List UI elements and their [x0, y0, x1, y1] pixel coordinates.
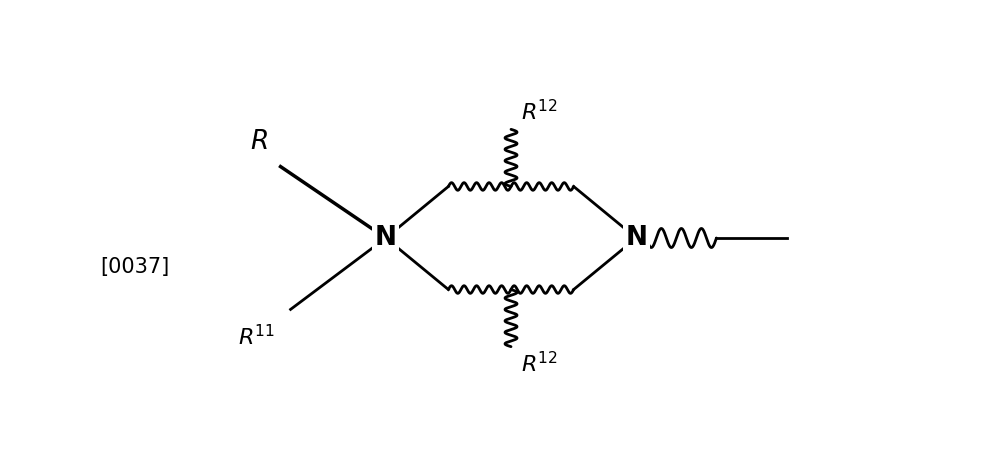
- Text: R: R: [250, 129, 269, 155]
- Text: $R^{12}$: $R^{12}$: [521, 99, 558, 125]
- Text: [0037]: [0037]: [100, 257, 170, 277]
- Text: N: N: [625, 225, 647, 251]
- Text: $R^{11}$: $R^{11}$: [238, 324, 276, 349]
- Text: $R^{12}$: $R^{12}$: [521, 351, 558, 377]
- Text: N: N: [375, 225, 397, 251]
